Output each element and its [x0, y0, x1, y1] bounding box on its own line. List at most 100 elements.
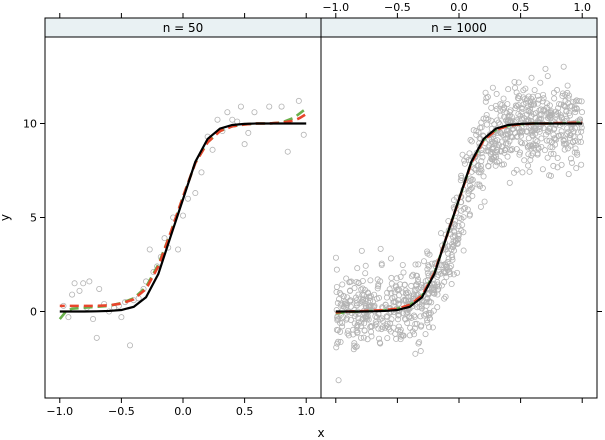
- data-point: [278, 103, 285, 110]
- data-point: [493, 153, 500, 160]
- data-point: [479, 185, 486, 192]
- x-tick-label-top: −1.0: [322, 1, 349, 14]
- data-point: [491, 157, 498, 164]
- data-point: [499, 161, 506, 168]
- data-point: [356, 300, 363, 307]
- data-point: [449, 256, 456, 263]
- data-point: [504, 101, 511, 108]
- data-point: [498, 130, 505, 137]
- data-point: [405, 293, 412, 300]
- data-point: [414, 276, 421, 283]
- data-point: [514, 94, 521, 101]
- x-tick-label-top: 0.0: [450, 1, 468, 14]
- data-point: [395, 312, 402, 319]
- data-point: [411, 331, 418, 338]
- data-point: [531, 101, 538, 108]
- data-point: [466, 186, 473, 193]
- data-point: [477, 124, 484, 131]
- data-point: [407, 324, 414, 331]
- data-point: [450, 197, 457, 204]
- data-point: [410, 271, 417, 278]
- data-point: [574, 129, 581, 136]
- data-point: [506, 179, 513, 186]
- data-point: [353, 300, 360, 307]
- data-point: [498, 147, 505, 154]
- data-point: [379, 324, 386, 331]
- data-point: [369, 298, 376, 305]
- panel-frame: [44, 36, 322, 399]
- data-point: [498, 143, 505, 150]
- data-point: [524, 111, 531, 118]
- data-point: [340, 303, 347, 310]
- data-point: [477, 169, 484, 176]
- data-point: [127, 342, 134, 349]
- data-point: [467, 185, 474, 192]
- data-point: [500, 106, 507, 113]
- data-point: [515, 110, 522, 117]
- data-point: [568, 159, 575, 166]
- data-point: [481, 198, 488, 205]
- data-point: [474, 181, 481, 188]
- data-point: [192, 190, 199, 197]
- data-point: [334, 300, 341, 307]
- data-point: [266, 103, 273, 110]
- data-point: [542, 65, 549, 72]
- data-point: [478, 158, 485, 165]
- data-point: [339, 319, 346, 326]
- data-point: [424, 266, 431, 273]
- data-point: [337, 339, 344, 346]
- data-point: [345, 332, 352, 339]
- data-point: [468, 177, 475, 184]
- data-point: [509, 146, 516, 153]
- data-point: [333, 326, 340, 333]
- data-point: [448, 262, 455, 269]
- data-point: [93, 334, 100, 341]
- data-point: [412, 261, 419, 268]
- data-point: [508, 147, 515, 154]
- data-point: [561, 146, 568, 153]
- data-point: [332, 254, 339, 261]
- data-point: [512, 102, 519, 109]
- data-point: [397, 336, 404, 343]
- data-point: [372, 319, 379, 326]
- data-point: [431, 287, 438, 294]
- data-point: [396, 311, 403, 318]
- data-point: [488, 104, 495, 111]
- data-point: [80, 280, 87, 287]
- x-tick-label-bottom: −0.5: [108, 405, 135, 418]
- data-point: [295, 97, 302, 104]
- data-point: [346, 288, 353, 295]
- data-point: [415, 285, 422, 292]
- data-point: [442, 293, 449, 300]
- data-point: [551, 95, 558, 102]
- data-point: [458, 215, 465, 222]
- data-point: [333, 344, 340, 351]
- data-point: [539, 166, 546, 173]
- data-point: [425, 290, 432, 297]
- data-point: [458, 207, 465, 214]
- data-point: [534, 127, 541, 134]
- data-point: [418, 301, 425, 308]
- data-point: [395, 297, 402, 304]
- data-point: [546, 102, 553, 109]
- data-point: [518, 129, 525, 136]
- data-point: [408, 293, 415, 300]
- data-point: [546, 126, 553, 133]
- data-point: [519, 105, 526, 112]
- x-tick-label-top: 0.5: [512, 1, 530, 14]
- data-point: [572, 145, 579, 152]
- true-curve-line: [59, 122, 307, 313]
- data-point: [435, 271, 442, 278]
- data-point: [422, 278, 429, 285]
- data-point: [442, 268, 449, 275]
- data-point: [229, 116, 236, 123]
- data-point: [531, 87, 538, 94]
- data-point: [224, 109, 231, 116]
- data-point: [358, 323, 365, 330]
- data-point: [525, 107, 532, 114]
- data-point: [345, 327, 352, 334]
- data-point: [479, 154, 486, 161]
- data-point: [544, 154, 551, 161]
- data-point: [343, 304, 350, 311]
- data-point: [284, 148, 291, 155]
